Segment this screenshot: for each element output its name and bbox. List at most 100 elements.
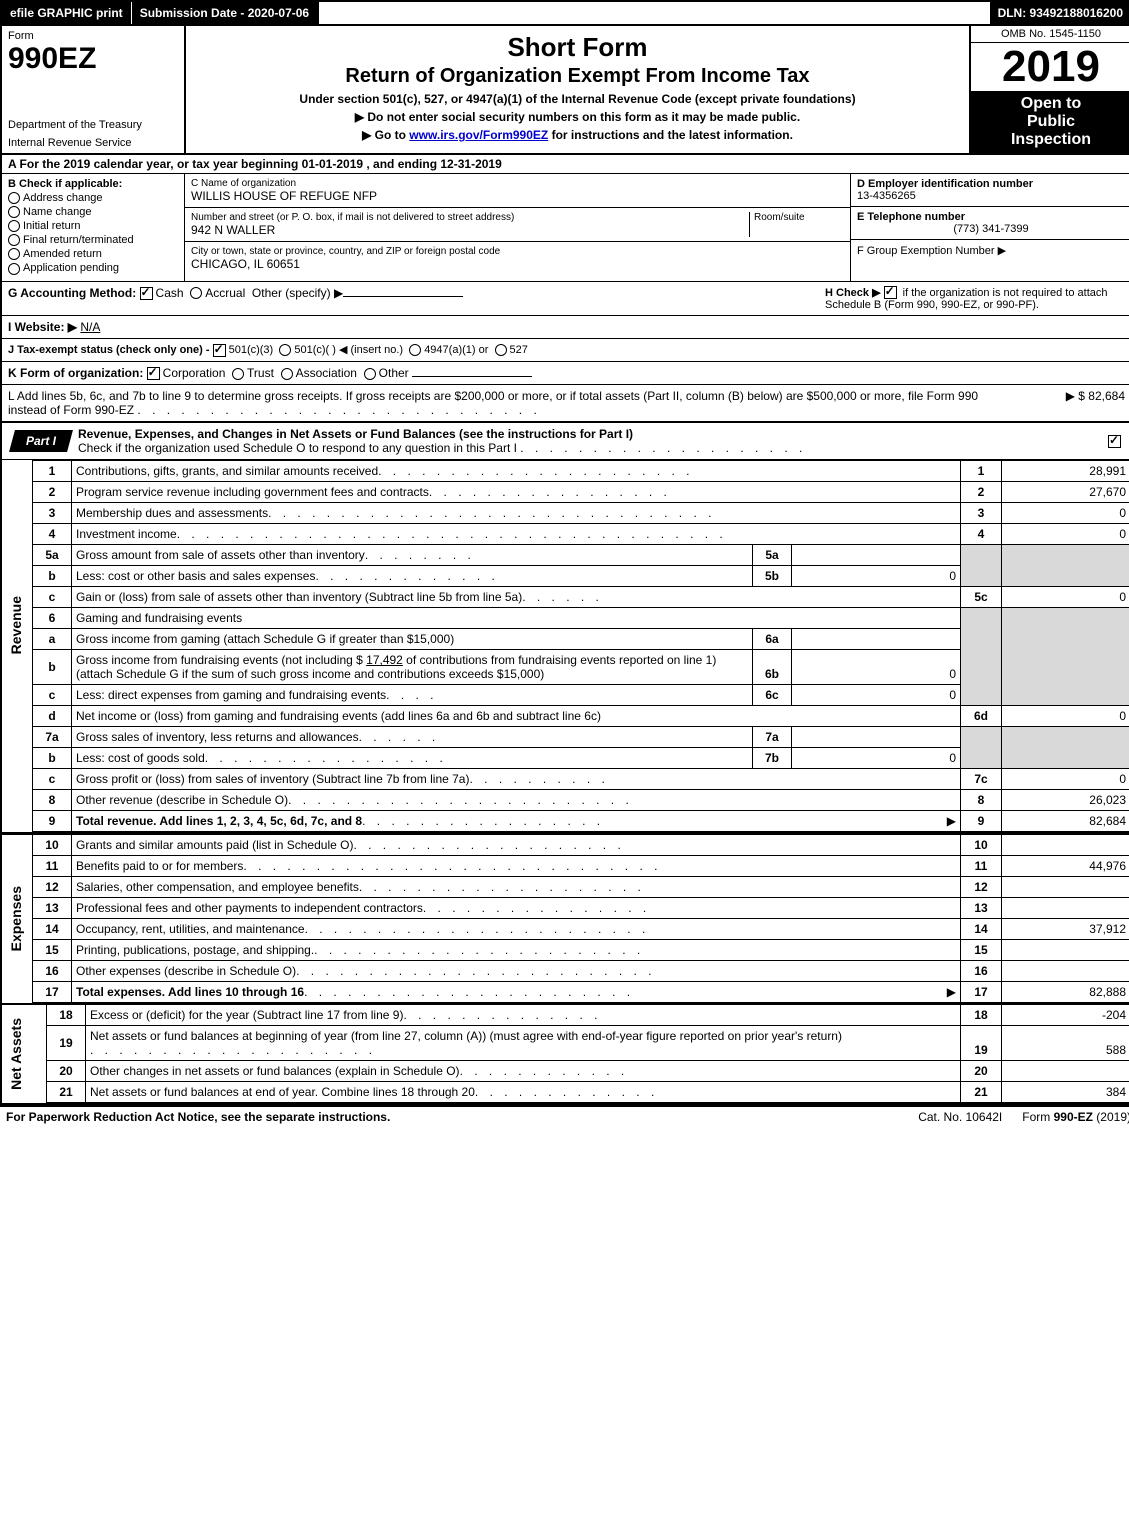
line-num: 15	[33, 940, 72, 961]
part-1-header: Part I Revenue, Expenses, and Changes in…	[2, 421, 1129, 460]
line-value: 44,976	[1002, 856, 1129, 877]
line-rnum: 8	[961, 790, 1002, 811]
mini-num: 5a	[753, 545, 792, 566]
line-desc: Investment income. . . . . . . . . . . .…	[72, 524, 961, 545]
line-num: b	[33, 748, 72, 769]
mini-val: 0	[792, 748, 961, 769]
line-rnum: 21	[961, 1082, 1002, 1103]
box-i: I Website: ▶ N/A	[2, 316, 1129, 339]
other-specify-input[interactable]	[343, 296, 463, 297]
chk-501c[interactable]	[279, 344, 291, 356]
line-num: 1	[33, 461, 72, 482]
box-def: D Employer identification number 13-4356…	[850, 174, 1129, 281]
chk-corporation[interactable]	[147, 367, 160, 380]
chk-501c3-label: 501(c)(3)	[229, 344, 274, 356]
mini-val: 0	[792, 650, 961, 685]
line-rnum: 15	[961, 940, 1002, 961]
revenue-table: Revenue 1 Contributions, gifts, grants, …	[2, 460, 1129, 832]
instr-2-pre: ▶ Go to	[362, 128, 409, 142]
box-h-pre: H Check ▶	[825, 287, 884, 299]
other-org-input[interactable]	[412, 376, 532, 377]
header: Form 990EZ Department of the Treasury In…	[2, 26, 1129, 155]
mini-val: 0	[792, 685, 961, 706]
line-value: 82,888	[1002, 982, 1129, 1003]
info-block: B Check if applicable: Address change Na…	[2, 174, 1129, 282]
chk-cash[interactable]	[140, 287, 153, 300]
expenses-side-label: Expenses	[2, 834, 33, 1003]
line-desc: Gaming and fundraising events	[72, 608, 961, 629]
mini-num: 6c	[753, 685, 792, 706]
line-value	[1002, 1061, 1129, 1082]
chk-527[interactable]	[495, 344, 507, 356]
chk-4947-label: 4947(a)(1) or	[424, 344, 488, 356]
line-value: 28,991	[1002, 461, 1129, 482]
box-c-name-label: C Name of organization	[191, 178, 844, 189]
line-desc: Total expenses. Add lines 10 through 16.…	[72, 982, 961, 1003]
inspect-line-1: Open to	[973, 95, 1129, 113]
line-desc: Contributions, gifts, grants, and simila…	[72, 461, 961, 482]
gross-receipts: ▶ $ 82,684	[1015, 389, 1125, 417]
expenses-table: Expenses 10 Grants and similar amounts p…	[2, 832, 1129, 1003]
chk-amended-return[interactable]	[8, 248, 20, 260]
open-to-public: Open to Public Inspection	[971, 91, 1129, 153]
chk-final-return[interactable]	[8, 234, 20, 246]
box-c: C Name of organization WILLIS HOUSE OF R…	[185, 174, 850, 281]
chk-accrual[interactable]	[190, 287, 202, 299]
chk-trust[interactable]	[232, 368, 244, 380]
line-value	[1002, 940, 1129, 961]
org-street: 942 N WALLER	[191, 223, 749, 237]
box-k-label: K Form of organization:	[8, 366, 143, 380]
form-footer: Form 990-EZ (2019)	[1022, 1110, 1129, 1124]
line-num: 2	[33, 482, 72, 503]
grey-cell	[1002, 545, 1129, 587]
line-value: 27,670	[1002, 482, 1129, 503]
chk-amended-return-label: Amended return	[23, 248, 102, 260]
chk-address-change[interactable]	[8, 192, 20, 204]
line-desc: Total revenue. Add lines 1, 2, 3, 4, 5c,…	[72, 811, 961, 832]
line-value: 0	[1002, 706, 1129, 727]
chk-other-org[interactable]	[364, 368, 376, 380]
chk-application-pending[interactable]	[8, 263, 20, 275]
chk-initial-return-label: Initial return	[23, 220, 80, 232]
title-short-form: Short Form	[192, 32, 963, 63]
header-mid: Short Form Return of Organization Exempt…	[186, 26, 969, 153]
chk-501c3[interactable]	[213, 344, 226, 357]
box-f-label: F Group Exemption Number ▶	[857, 244, 1125, 257]
chk-application-pending-label: Application pending	[23, 262, 119, 274]
chk-schedule-o[interactable]	[1108, 435, 1121, 448]
chk-4947[interactable]	[409, 344, 421, 356]
line-rnum: 17	[961, 982, 1002, 1003]
line-num: 21	[47, 1082, 86, 1103]
chk-address-change-label: Address change	[23, 192, 103, 204]
line-value: 588	[1002, 1026, 1129, 1061]
box-j: J Tax-exempt status (check only one) - 5…	[2, 339, 1129, 362]
line-desc: Net assets or fund balances at end of ye…	[86, 1082, 961, 1103]
line-num: 16	[33, 961, 72, 982]
chk-trust-label: Trust	[247, 366, 274, 380]
mini-val	[792, 727, 961, 748]
chk-association[interactable]	[281, 368, 293, 380]
footer: For Paperwork Reduction Act Notice, see …	[0, 1105, 1129, 1127]
instr-2-post: for instructions and the latest informat…	[548, 128, 793, 142]
mini-num: 7a	[753, 727, 792, 748]
line-desc: Benefits paid to or for members. . . . .…	[72, 856, 961, 877]
box-a: A For the 2019 calendar year, or tax yea…	[2, 155, 1129, 174]
omb-number: OMB No. 1545-1150	[971, 26, 1129, 43]
line-desc: Salaries, other compensation, and employ…	[72, 877, 961, 898]
line-rnum: 16	[961, 961, 1002, 982]
irs-link[interactable]: www.irs.gov/Form990EZ	[409, 128, 548, 142]
box-l: L Add lines 5b, 6c, and 7b to line 9 to …	[2, 385, 1129, 421]
chk-other-org-label: Other	[379, 366, 409, 380]
topbar: efile GRAPHIC print Submission Date - 20…	[2, 2, 1129, 26]
ein: 13-4356265	[857, 190, 1125, 202]
mini-num: 6b	[753, 650, 792, 685]
line-rnum: 13	[961, 898, 1002, 919]
chk-name-change[interactable]	[8, 206, 20, 218]
chk-initial-return[interactable]	[8, 220, 20, 232]
box-h: H Check ▶ if the organization is not req…	[825, 286, 1125, 312]
chk-schedule-b[interactable]	[884, 286, 897, 299]
line-value: -204	[1002, 1004, 1129, 1026]
cat-no: Cat. No. 10642I	[898, 1110, 1022, 1124]
line-desc: Printing, publications, postage, and shi…	[72, 940, 961, 961]
efile-button[interactable]: efile GRAPHIC print	[2, 2, 132, 24]
